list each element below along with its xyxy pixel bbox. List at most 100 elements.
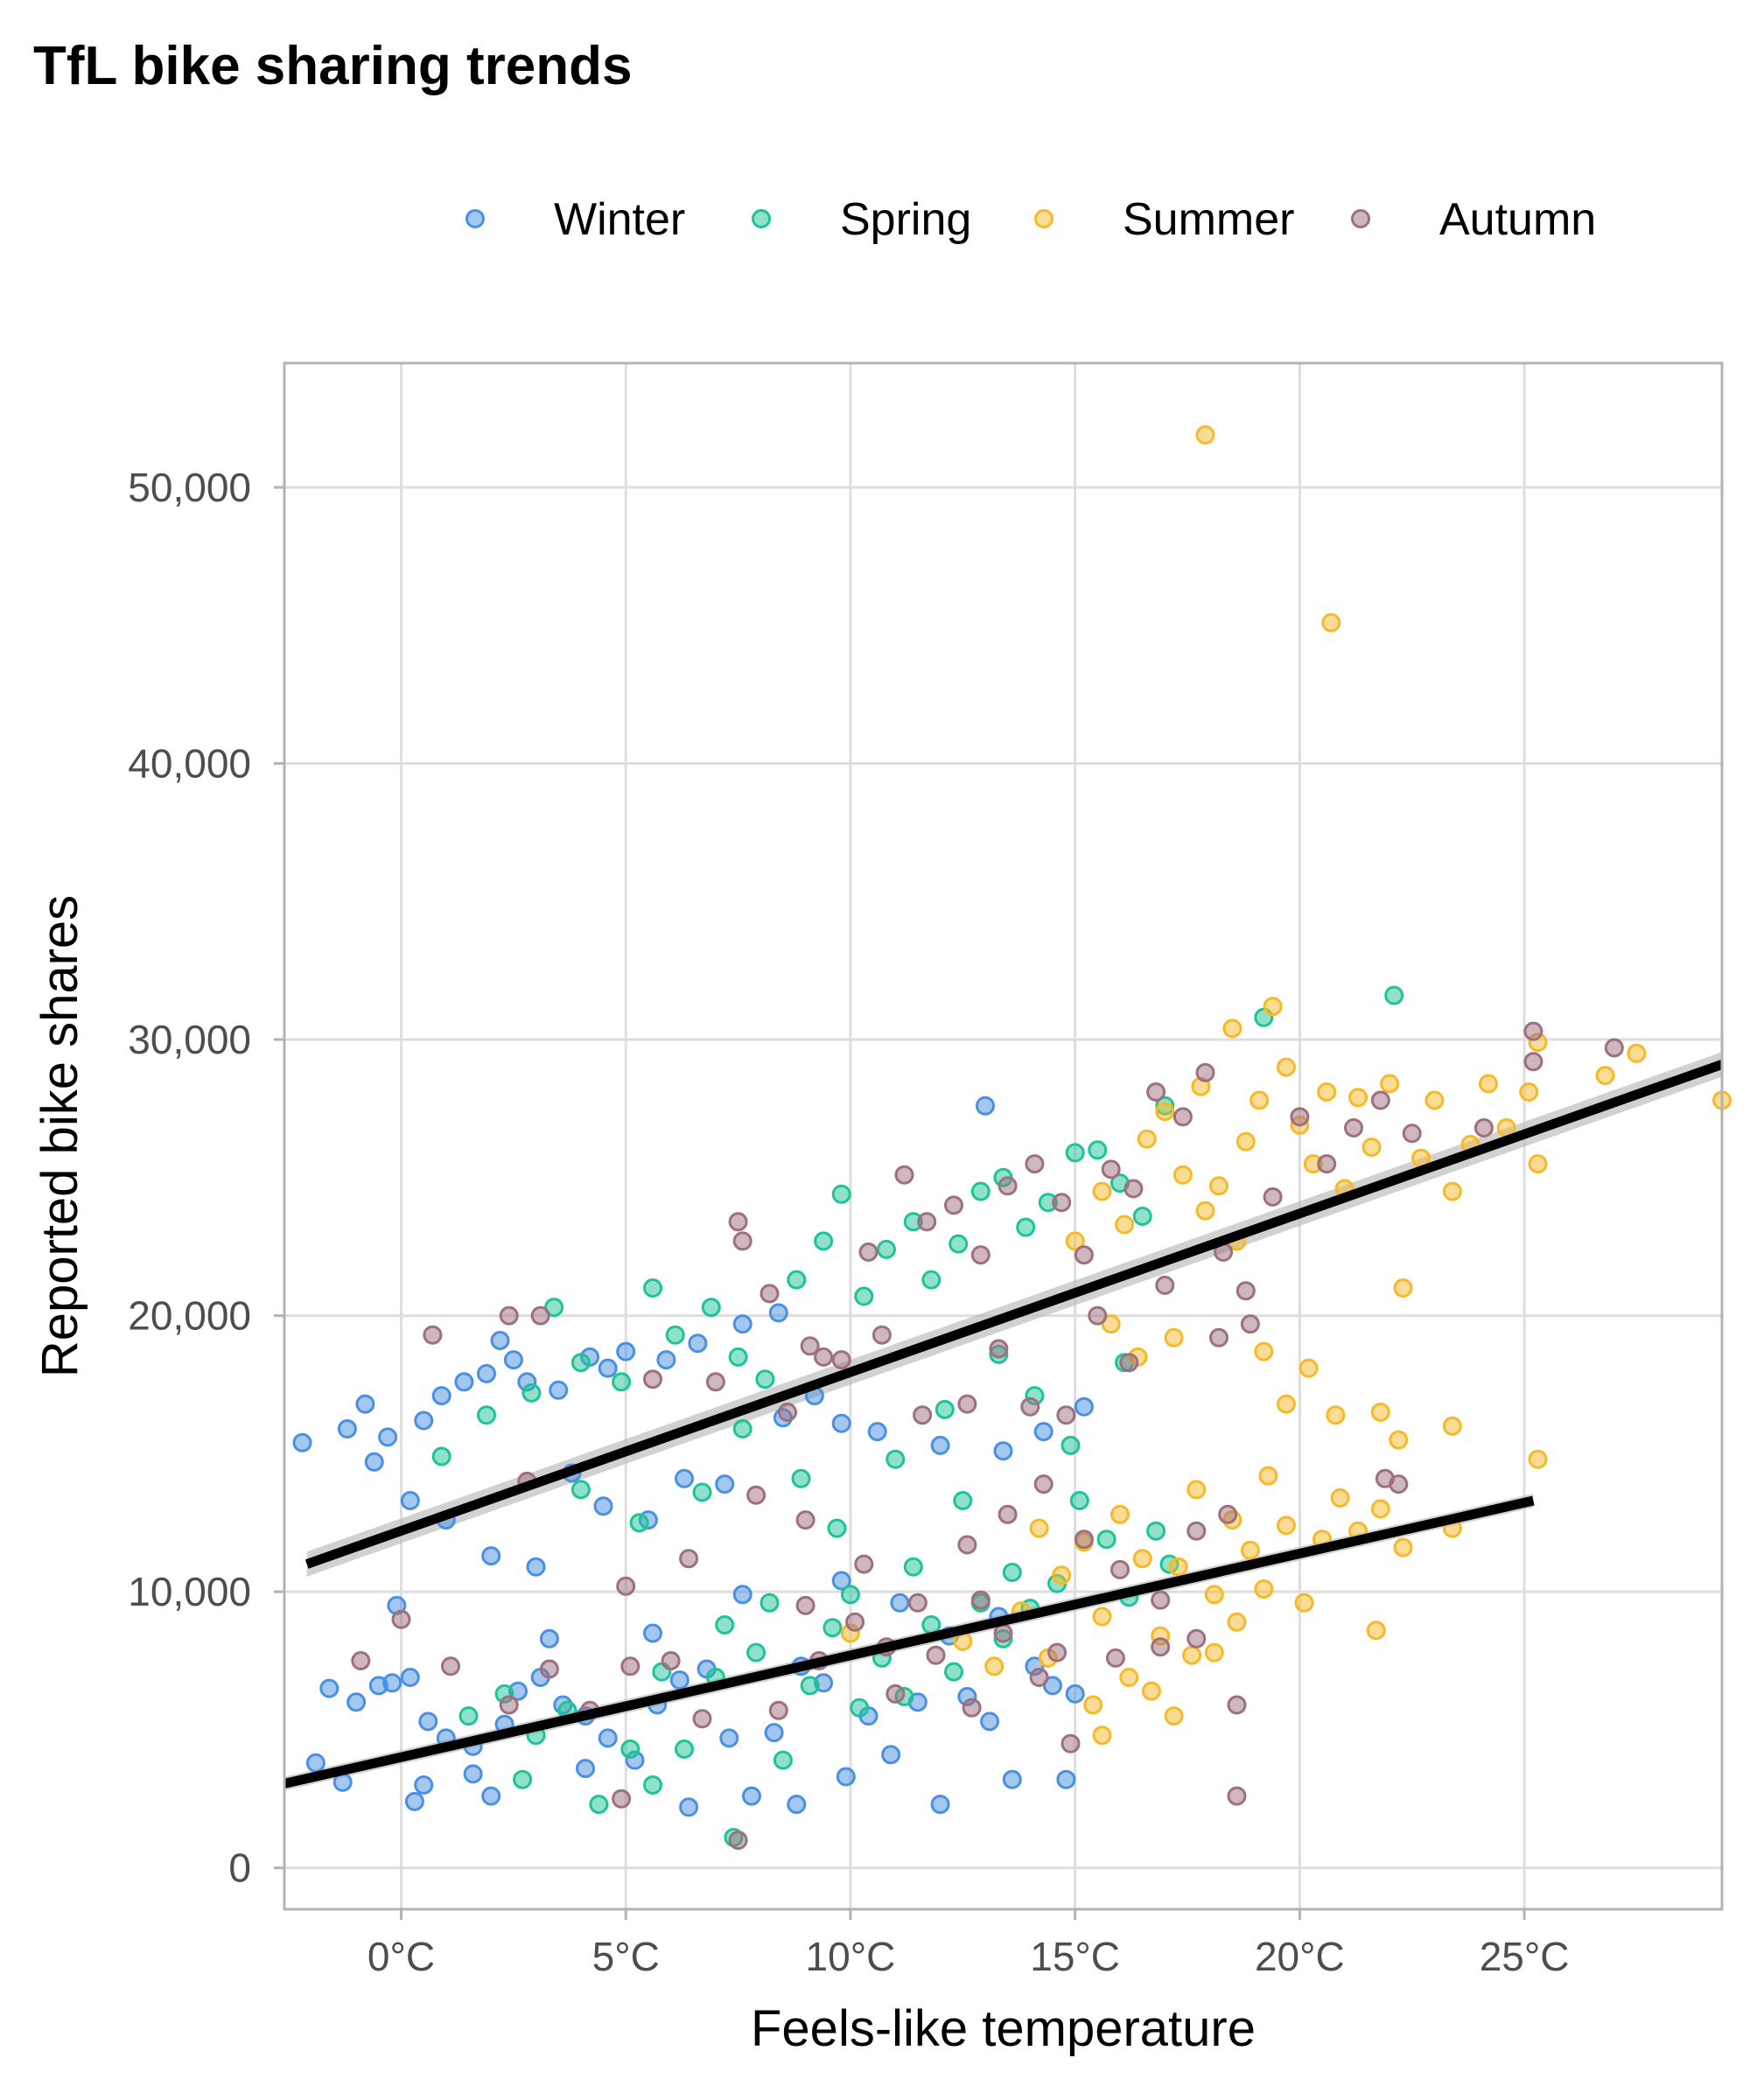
point-summer [1110, 1504, 1130, 1524]
legend-label: Summer [1123, 194, 1294, 245]
point-autumn [1074, 1530, 1094, 1550]
point-spring [612, 1372, 632, 1392]
point-summer [1519, 1082, 1539, 1102]
point-winter [503, 1350, 523, 1370]
legend-label: Autumn [1439, 194, 1596, 245]
point-autumn [1604, 1038, 1624, 1058]
point-autumn [616, 1576, 636, 1596]
point-autumn [1227, 1786, 1247, 1806]
point-winter [346, 1692, 367, 1712]
point-summer [1240, 1540, 1260, 1560]
point-autumn [1033, 1474, 1054, 1494]
point-autumn [845, 1612, 865, 1632]
point-autumn [962, 1698, 982, 1718]
point-autumn [894, 1165, 914, 1185]
point-spring [760, 1592, 780, 1613]
point-winter [378, 1427, 398, 1447]
point-winter [867, 1422, 887, 1442]
point-spring [620, 1740, 640, 1759]
point-autumn [692, 1709, 712, 1729]
point-summer [984, 1656, 1004, 1676]
chart-title: TfL bike sharing trends [33, 36, 632, 96]
y-tick-label: 20,000 [128, 1293, 251, 1339]
point-summer [1195, 425, 1215, 444]
point-summer [1277, 1057, 1296, 1077]
point-spring [921, 1615, 942, 1634]
point-winter [418, 1712, 438, 1732]
point-summer [1236, 1131, 1256, 1152]
point-winter [764, 1723, 784, 1743]
point-autumn [858, 1242, 878, 1262]
point-summer [1528, 1154, 1548, 1174]
point-autumn [814, 1347, 834, 1367]
y-tick-label: 0 [228, 1845, 251, 1891]
point-spring [1096, 1530, 1116, 1550]
point-autumn [1151, 1637, 1171, 1657]
point-summer [1424, 1090, 1445, 1110]
x-tick-label: 5°C [592, 1934, 660, 1979]
point-summer [1137, 1129, 1157, 1149]
point-spring [431, 1446, 452, 1466]
point-summer [1186, 1480, 1207, 1500]
plot-frame [283, 361, 1724, 1911]
point-winter [719, 1728, 739, 1748]
point-spring [513, 1769, 533, 1789]
point-summer [1119, 1668, 1139, 1687]
point-winter [715, 1474, 735, 1494]
point-winter [598, 1728, 618, 1748]
point-summer [1277, 1394, 1296, 1414]
point-autumn [1155, 1275, 1175, 1295]
x-axis-ticks: 0°C 5°C 10°C 15°C 20°C 25°C [368, 1909, 1569, 1979]
point-winter [549, 1380, 569, 1400]
point-winter [337, 1419, 357, 1438]
point-spring [589, 1795, 609, 1815]
point-autumn [1074, 1245, 1094, 1265]
point-spring [854, 1286, 874, 1306]
point-spring [728, 1347, 748, 1367]
point-autumn [970, 1590, 990, 1610]
point-spring [692, 1482, 712, 1502]
point-winter [1002, 1769, 1022, 1789]
point-winter [1043, 1676, 1062, 1696]
point-summer [1132, 1549, 1152, 1569]
legend-marker [1351, 209, 1370, 228]
point-winter [355, 1394, 375, 1414]
point-summer [1029, 1518, 1049, 1538]
point-autumn [1052, 1193, 1072, 1213]
point-spring [1069, 1491, 1089, 1510]
point-autumn [970, 1245, 990, 1265]
point-autumn [998, 1176, 1018, 1196]
point-autumn [1474, 1118, 1494, 1138]
point-winter [305, 1753, 326, 1773]
y-tick-label: 40,000 [128, 741, 251, 787]
point-summer [1065, 1231, 1085, 1251]
point-summer [1164, 1327, 1184, 1348]
point-spring [903, 1557, 923, 1577]
point-summer [1595, 1066, 1615, 1086]
y-axis-title: Reported bike shares [32, 895, 88, 1377]
point-autumn [728, 1830, 748, 1851]
point-spring [544, 1298, 564, 1318]
point-summer [1052, 1565, 1072, 1586]
point-spring [643, 1278, 662, 1298]
point-spring [629, 1513, 649, 1533]
point-autumn [1172, 1107, 1193, 1127]
point-autumn [1105, 1648, 1125, 1668]
point-autumn [679, 1549, 699, 1569]
point-summer [1370, 1499, 1390, 1519]
point-autumn [998, 1504, 1018, 1524]
point-summer [1348, 1088, 1368, 1108]
point-autumn [831, 1350, 851, 1370]
point-summer [1115, 1214, 1135, 1235]
x-tick-label: 20°C [1255, 1934, 1345, 1979]
point-summer [1168, 1557, 1188, 1577]
point-summer [1528, 1449, 1548, 1469]
point-winter [1033, 1422, 1054, 1442]
point-winter [656, 1350, 676, 1370]
point-summer [1172, 1165, 1193, 1185]
point-summer [1101, 1314, 1121, 1334]
point-spring [831, 1184, 851, 1204]
point-autumn [1344, 1118, 1363, 1138]
point-autumn [1101, 1159, 1121, 1180]
point-winter [319, 1678, 340, 1698]
